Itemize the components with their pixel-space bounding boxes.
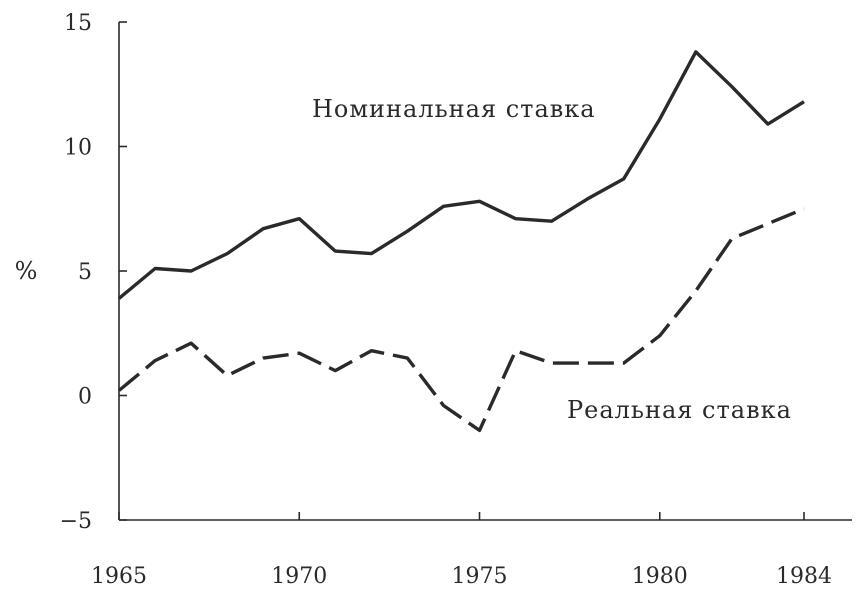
labels: % Номинальная ставка Реальная ставка	[15, 95, 792, 424]
y-tick-label: −5	[60, 509, 92, 534]
nominal-rate-label: Номинальная ставка	[312, 95, 596, 123]
x-tick-label: 1965	[91, 564, 147, 589]
real-rate-label: Реальная ставка	[567, 396, 792, 424]
x-tick-label: 1984	[776, 564, 832, 589]
y-tick-label: 10	[64, 136, 92, 161]
real-rate-line	[117, 207, 805, 433]
nominal-rate-line	[117, 50, 805, 300]
x-tick-label: 1980	[632, 564, 688, 589]
axes: −5 0 5 10 15 1965 1970 1975 1980 1984	[60, 11, 852, 589]
y-tick-label: 15	[64, 11, 92, 36]
y-tick-label: 5	[78, 260, 92, 285]
y-axis-unit: %	[15, 257, 38, 285]
y-tick-label: 0	[78, 385, 92, 410]
x-tick-label: 1970	[271, 564, 327, 589]
x-tick-label: 1975	[452, 564, 508, 589]
series-layer	[117, 50, 805, 433]
